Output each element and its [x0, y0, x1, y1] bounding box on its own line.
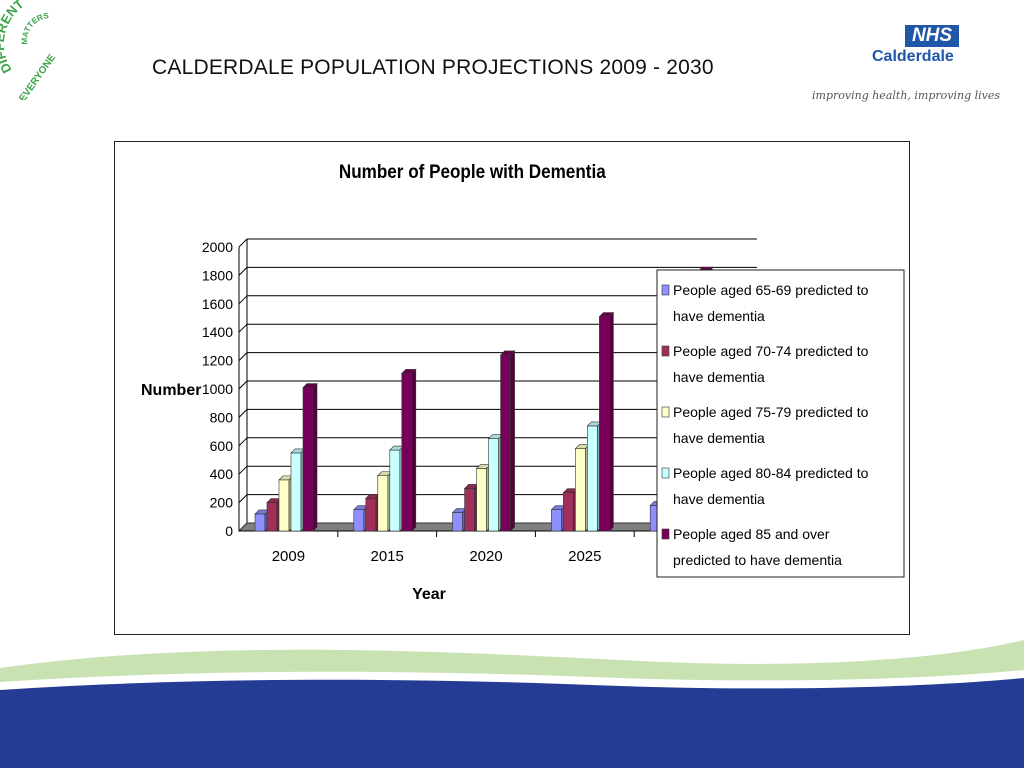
x-tick-label: 2020 — [469, 548, 502, 565]
y-tick-label: 2000 — [202, 239, 233, 255]
y-tick-label: 1000 — [202, 381, 233, 397]
legend-swatch-series-5 — [661, 528, 670, 540]
chart-legend: People aged 65-69 predicted to have demen… — [656, 269, 905, 578]
gridline-diag — [238, 409, 248, 418]
gridline-diag — [238, 437, 248, 447]
logo-text-matters: MATTERS — [20, 11, 50, 44]
y-axis-ticks: 0 200 400 600 800 1000 1200 1400 1600 1800 2000 — [202, 239, 233, 539]
bar-2015-series-5 — [401, 368, 417, 532]
bar-2025-series-5 — [598, 311, 615, 532]
chart-frame: Number of People with Dementia 0 200 400 60… — [114, 141, 910, 635]
gridline-diag — [238, 380, 248, 390]
legend-label-series-5: People aged 85 and over predicted to have… — [673, 526, 842, 568]
gridline-diag — [238, 267, 248, 276]
y-tick-label: 800 — [210, 409, 234, 425]
y-tick-label: 0 — [225, 523, 233, 539]
chart-bars — [254, 266, 713, 532]
org-name: Calderdale — [872, 48, 954, 65]
logo-text-everyone: EVERYONE — [17, 52, 58, 100]
y-tick-label: 1400 — [202, 324, 233, 340]
y-tick-label: 1800 — [202, 267, 233, 283]
bar-2009-series-5 — [302, 382, 318, 532]
legend-swatch-series-1 — [661, 284, 670, 296]
y-tick-label: 1600 — [202, 296, 233, 312]
gridline-diag — [238, 295, 248, 305]
x-tick-label: 2025 — [568, 548, 601, 565]
gridline-diag — [238, 323, 248, 333]
legend-swatch-series-2 — [661, 345, 670, 357]
gridline-diag — [238, 465, 248, 475]
legend-label-series-1: People aged 65-69 predicted to have demen… — [673, 282, 869, 324]
footer-wave — [0, 640, 1024, 768]
legend-label-series-4: People aged 80-84 predicted to have demen… — [673, 465, 869, 507]
gridline-diag — [238, 238, 248, 248]
chart-title: Number of People with Dementia — [339, 161, 607, 182]
y-tick-label: 200 — [210, 495, 234, 511]
org-tagline: improving health, improving lives — [812, 89, 1001, 102]
x-axis-label: Year — [412, 586, 446, 603]
legend-label-series-2: People aged 70-74 predicted to have demen… — [673, 343, 869, 385]
gridline-diag — [238, 494, 248, 503]
y-tick-label: 400 — [210, 466, 234, 482]
x-tick-label: 2015 — [371, 548, 404, 565]
x-axis-ticks: 20092015202020252030 — [272, 531, 734, 565]
legend-swatch-series-3 — [661, 406, 670, 418]
y-axis-label: Number — [141, 382, 201, 399]
bar-2020-series-5 — [499, 350, 516, 532]
x-tick-label: 2009 — [272, 548, 305, 565]
legend-label-series-3: People aged 75-79 predicted to have demen… — [673, 404, 869, 446]
y-tick-label: 1200 — [202, 353, 233, 369]
legend-swatch-series-4 — [661, 467, 670, 479]
gridline-diag — [238, 352, 248, 361]
everyone-matters-logo: DIFFERENT MATTERS EVERYONE — [0, 0, 58, 100]
nhs-logo: NHS — [905, 25, 959, 47]
y-tick-label: 600 — [210, 438, 234, 454]
dementia-chart: Number of People with Dementia 0 200 400 60… — [141, 161, 905, 603]
slide-title: CALDERDALE POPULATION PROJECTIONS 2009 -… — [152, 56, 714, 79]
